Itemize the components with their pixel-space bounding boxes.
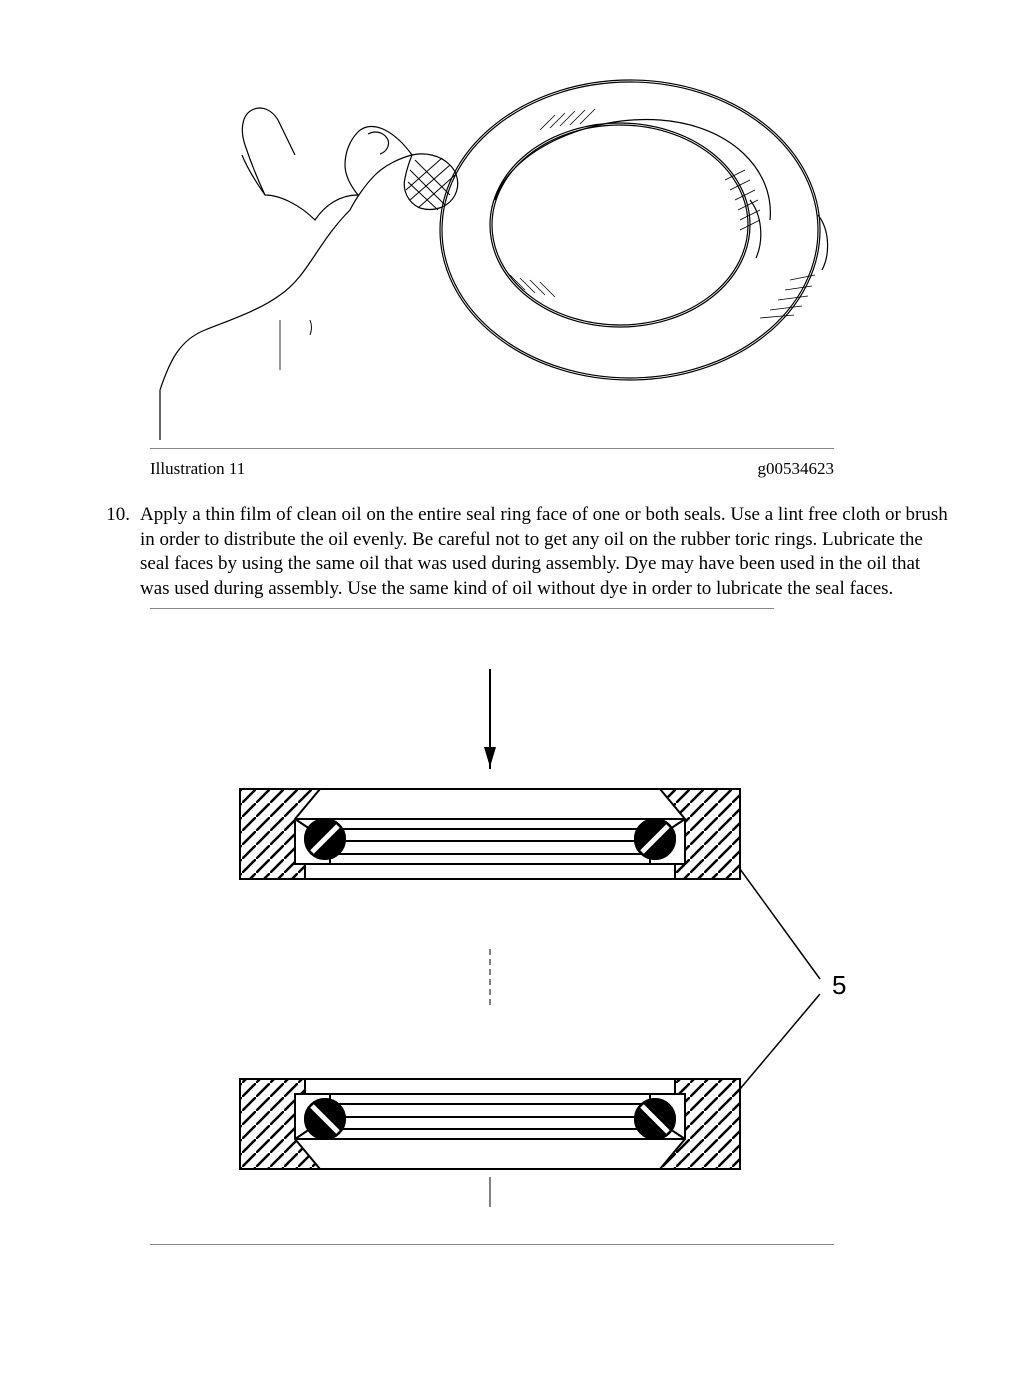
step-text: Apply a thin film of clean oil on the en…: [140, 503, 954, 602]
step-number: 10.: [100, 503, 140, 602]
illustration-12-figure: 5: [200, 649, 954, 1214]
illustration-code: g00534623: [758, 459, 835, 479]
step-10: 10. Apply a thin film of clean oil on th…: [100, 503, 954, 602]
divider: [150, 608, 774, 609]
divider-bottom: [150, 1244, 834, 1245]
callout-5-text: 5: [832, 970, 846, 1000]
illustration-11-figure: [150, 60, 954, 440]
illustration-label: Illustration 11: [150, 459, 245, 479]
illustration-11-caption: Illustration 11 g00534623: [150, 448, 834, 479]
